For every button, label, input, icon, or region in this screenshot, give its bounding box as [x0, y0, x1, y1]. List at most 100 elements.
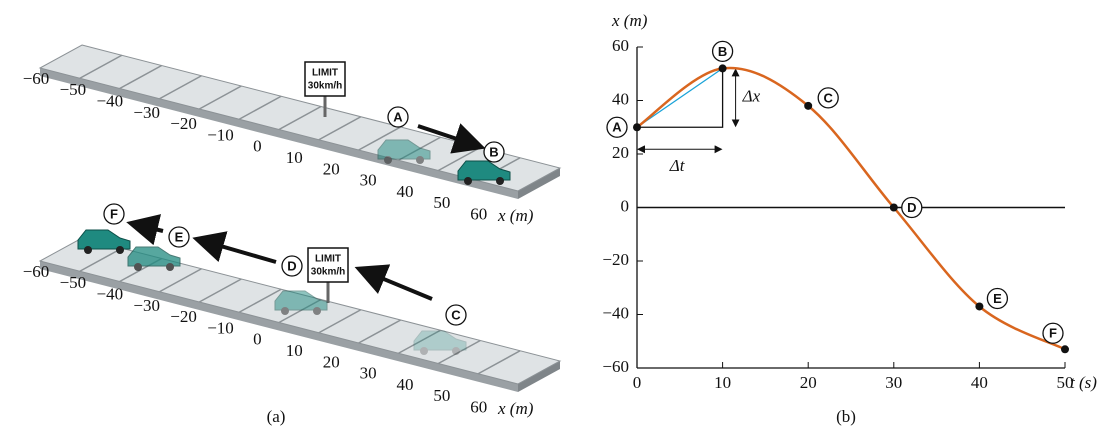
scale-label: 20 [323, 159, 340, 178]
scale-label: 10 [286, 148, 303, 167]
scale-label: 60 [470, 398, 487, 417]
x-tick-label: 40 [971, 373, 988, 392]
motion-arrow [126, 214, 164, 246]
scale-label: 30 [360, 364, 377, 383]
scale-label: −50 [60, 80, 87, 99]
scale-label: 40 [397, 182, 414, 201]
point-letter: E [175, 229, 184, 244]
road-seam [159, 75, 202, 100]
y-tick-label: −20 [602, 250, 629, 269]
wheel [313, 307, 321, 315]
x-tick-label: 20 [800, 373, 817, 392]
road-seam [358, 319, 402, 344]
wheel [84, 246, 92, 254]
road-seam [79, 247, 123, 272]
scale-label: 40 [397, 375, 414, 394]
delta-x: Δx [742, 87, 761, 106]
y-tick-label: −60 [602, 357, 629, 376]
letter-circle [445, 304, 467, 326]
letter-circle [901, 196, 923, 219]
x-tick-label: 10 [714, 373, 731, 392]
point-letter: A [393, 109, 403, 124]
scale-label: 30 [360, 171, 377, 190]
scale-label: −30 [133, 103, 160, 122]
road-seam [358, 126, 402, 151]
caption: (a) [267, 407, 286, 426]
car [77, 229, 131, 254]
wheel [420, 347, 428, 355]
car [274, 290, 328, 315]
car-body [127, 246, 181, 267]
road-side [40, 68, 518, 199]
road-seam [79, 54, 123, 79]
sign-text: LIMIT [312, 68, 338, 79]
wheel [116, 246, 124, 254]
wheel [416, 156, 424, 164]
x-tick-label: 0 [633, 373, 642, 392]
letter-circle [1042, 322, 1064, 344]
wheel [281, 307, 289, 315]
data-point [718, 64, 727, 73]
scale-label: −60 [23, 262, 50, 281]
point-letter: C [451, 307, 461, 322]
scale-label: 0 [253, 137, 262, 156]
scale-label: −20 [170, 307, 197, 326]
data-point [633, 123, 641, 132]
road-end [518, 361, 560, 392]
point-letter: C [824, 90, 834, 105]
scale-label: −10 [207, 125, 234, 144]
wheel [134, 263, 142, 271]
scale-label: −20 [170, 114, 197, 133]
point-letter: F [1049, 326, 1057, 341]
scale-label: −40 [97, 285, 124, 304]
triangle [637, 68, 724, 128]
road-seam [159, 268, 202, 293]
point-letter: E [993, 291, 1002, 306]
scale-label: 50 [433, 193, 450, 212]
car [377, 139, 431, 164]
letter-circle [103, 203, 125, 225]
road-seam [238, 95, 282, 120]
letter-circle [483, 141, 505, 163]
y-tick-label: −40 [602, 303, 629, 322]
slope-line [636, 67, 723, 128]
point-letter: D [907, 200, 916, 215]
motion-arrow [192, 231, 277, 264]
car [127, 246, 181, 271]
road-seam [437, 339, 481, 365]
scale-label: −40 [97, 92, 124, 111]
road-seam [198, 85, 242, 110]
road-seam [198, 278, 242, 303]
scale-label: 50 [433, 386, 450, 405]
data-point [1061, 345, 1069, 354]
scale-label: 20 [323, 352, 340, 371]
car [413, 330, 467, 355]
wheel [166, 263, 174, 271]
data-point [804, 101, 813, 110]
y-tick-label: 20 [612, 143, 629, 162]
y-tick-label: 40 [612, 89, 629, 108]
sign [307, 247, 349, 283]
y-tick-label: 0 [621, 196, 630, 215]
y-axis-title: x (m) [611, 11, 648, 30]
wheel [496, 177, 504, 185]
scale-label: −60 [23, 69, 50, 88]
caption: (b) [836, 407, 856, 426]
sign-text: 30km/h [311, 267, 345, 278]
x-axis-title: t (s) [1070, 373, 1097, 392]
scale-label: −10 [207, 318, 234, 337]
sign [304, 61, 346, 97]
letter-circle [168, 226, 190, 248]
sign-text: 30km/h [308, 81, 342, 92]
scale-label: 60 [470, 205, 487, 224]
road-seam [318, 116, 362, 141]
road-seam [119, 64, 163, 90]
road-seam [318, 309, 362, 334]
point-letter: F [110, 206, 118, 221]
road-seam [278, 105, 322, 131]
point-letter: B [718, 44, 727, 59]
wheel [452, 347, 460, 355]
motion-arrow [354, 264, 433, 301]
